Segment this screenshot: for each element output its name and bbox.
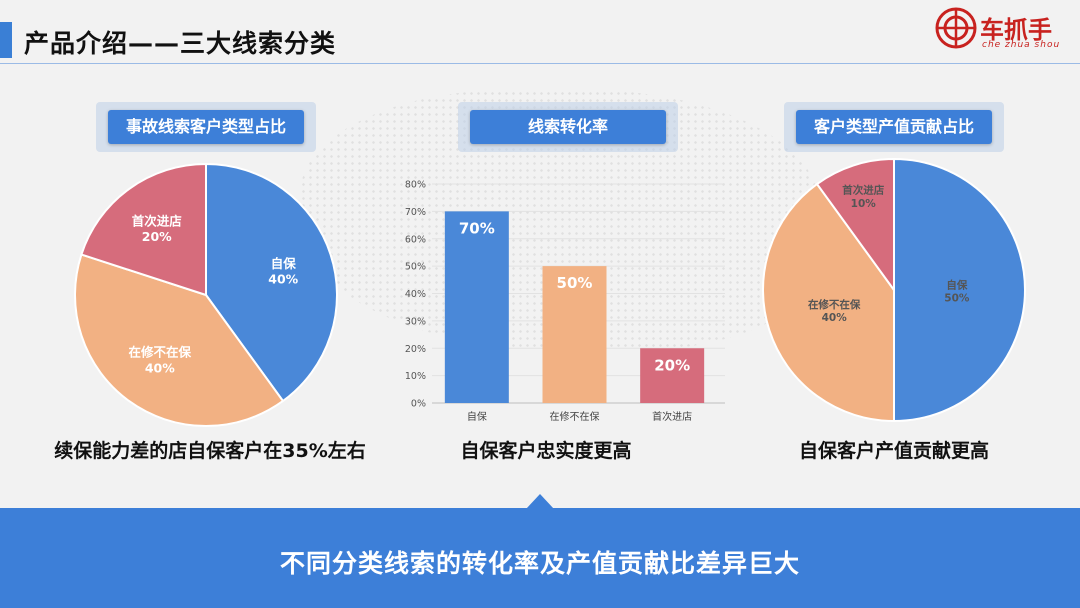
pie2-slice-value-0: 50% <box>944 293 970 305</box>
pie2-slice-label-2: 首次进店 <box>842 184 884 197</box>
bar-y-tick-label: 60% <box>405 234 426 245</box>
pie2-slice-label-0: 自保 <box>946 278 967 291</box>
pie2-slice-1 <box>762 182 895 423</box>
pie2-slice-label-1: 在修不在保 <box>808 298 861 311</box>
pie1-slice-label-2: 首次进店 <box>132 213 183 228</box>
bar-value-label-1: 50% <box>557 274 593 292</box>
bar-category-label-1: 在修不在保 <box>550 410 600 423</box>
pie2-caption: 自保客户产值贡献更高 <box>798 440 989 462</box>
logo-name: 车抓手 <box>980 16 1052 44</box>
pie1-slice-value-0: 40% <box>268 272 298 287</box>
bar-category-label-0: 自保 <box>467 410 487 423</box>
bar-title: 线索转化率 <box>470 110 666 144</box>
bar-1 <box>542 266 607 403</box>
bar-title-badge: 线索转化率 <box>458 102 678 152</box>
pie1-caption: 续保能力差的店自保客户在35%左右 <box>54 440 366 462</box>
pie2-slice-value-2: 10% <box>851 198 877 210</box>
bar-y-tick-label: 20% <box>405 344 426 355</box>
bar-y-tick-label: 80% <box>405 180 426 191</box>
bar-2 <box>640 348 705 403</box>
bar-y-tick-label: 30% <box>405 316 426 327</box>
pie1-slice-value-2: 20% <box>142 229 172 244</box>
footer-banner: 不同分类线索的转化率及产值贡献比差异巨大 <box>0 508 1080 608</box>
title-accent-bar <box>0 22 12 58</box>
bar-0 <box>444 211 509 403</box>
bar-value-label-2: 20% <box>654 356 690 374</box>
pie1-title: 事故线索客户类型占比 <box>108 110 304 144</box>
pie2-slice-0 <box>893 157 1026 423</box>
logo-subtitle: che zhua shou <box>982 40 1061 50</box>
pie1-slice-label-0: 自保 <box>271 256 297 271</box>
logo-wheel-icon <box>935 7 977 49</box>
pie1-slice-1 <box>74 253 285 427</box>
pie2-title: 客户类型产值贡献占比 <box>796 110 992 144</box>
bar-y-tick-label: 10% <box>405 371 426 382</box>
brand-logo: 车抓手 che zhua shou <box>934 6 1074 56</box>
footer-text: 不同分类线索的转化率及产值贡献比差异巨大 <box>279 549 800 578</box>
bar-caption: 自保客户忠实度更高 <box>460 440 632 462</box>
pie1-slice-0 <box>205 162 338 403</box>
pie2-title-badge: 客户类型产值贡献占比 <box>784 102 1004 152</box>
pie1-title-badge: 事故线索客户类型占比 <box>96 102 316 152</box>
bar-chart-conversion-rate: 0% 10% 20% 30% 40% 50% 60% 70% 80% 70% 自保 50% 在修不在保 2… <box>405 180 725 423</box>
pie2-slice-2 <box>815 157 895 294</box>
bar-y-tick-label: 0% <box>411 399 426 410</box>
bar-y-tick-label: 70% <box>405 207 426 218</box>
bar-y-tick-label: 50% <box>405 262 426 273</box>
pie1-slice-label-1: 在修不在保 <box>129 345 192 360</box>
bar-category-label-2: 首次进店 <box>652 410 692 423</box>
pie1-slice-value-1: 40% <box>145 360 175 375</box>
pie2-slice-value-1: 40% <box>822 312 848 324</box>
bar-value-label-0: 70% <box>459 219 495 237</box>
bar-y-tick-label: 40% <box>405 289 426 300</box>
pie1-slice-2 <box>80 162 207 297</box>
page-title: 产品介绍——三大线索分类 <box>24 29 337 58</box>
footer-notch <box>526 494 554 509</box>
header-divider <box>0 63 1080 64</box>
